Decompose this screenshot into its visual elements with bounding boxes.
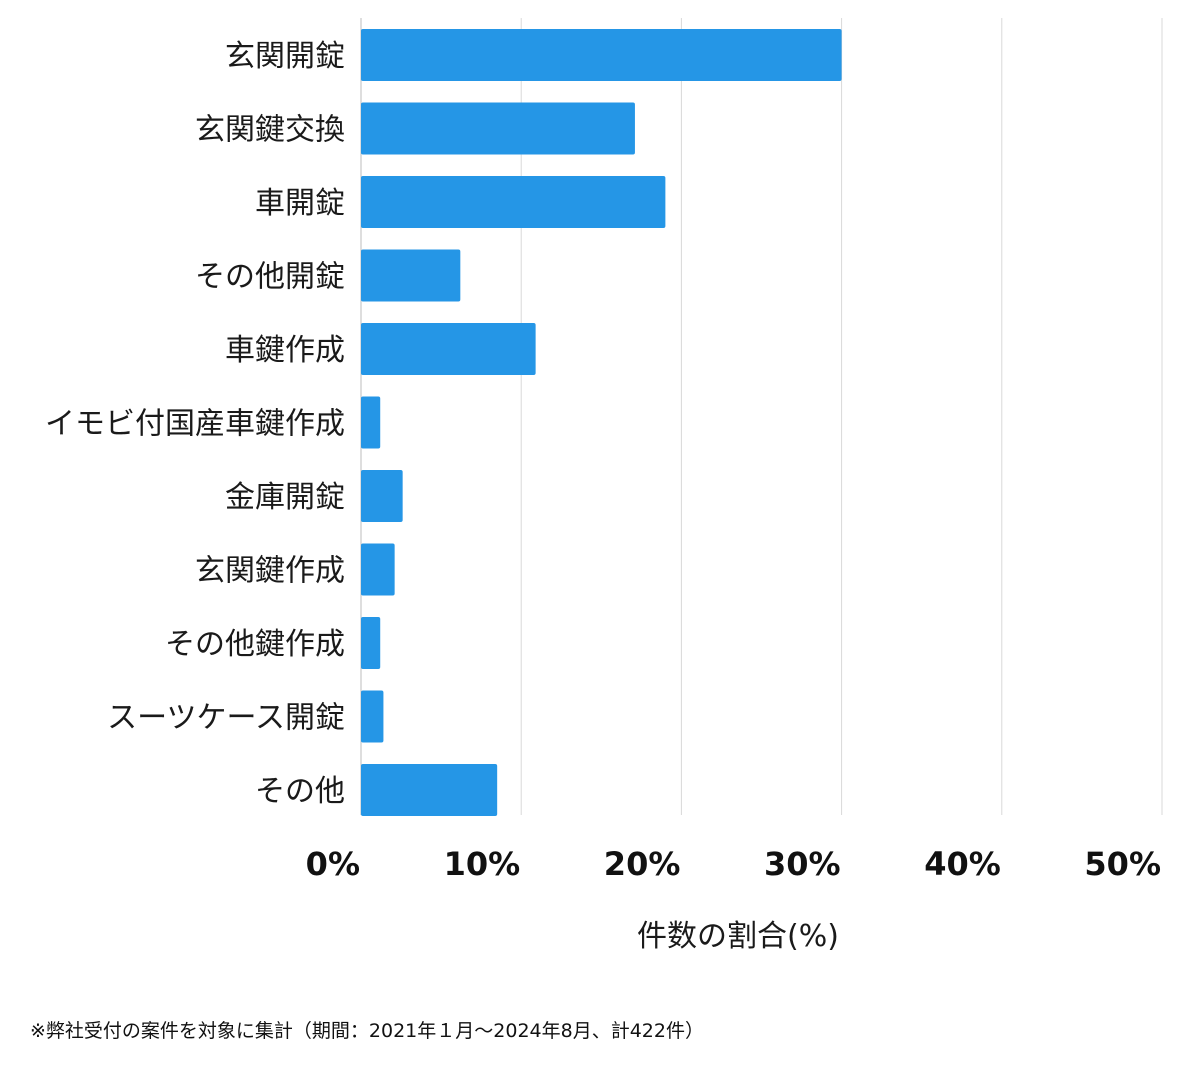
- bar: [361, 29, 842, 81]
- category-label: 玄関開錠: [225, 39, 345, 74]
- bar: [361, 470, 403, 522]
- x-tick-label: 50%: [1084, 845, 1161, 883]
- category-label: 玄関鍵交換: [195, 113, 345, 148]
- footnote: ※弊社受付の案件を対象に集計（期間：2021年１月〜2024年8月、計422件）: [30, 1020, 704, 1042]
- category-label: その他鍵作成: [165, 627, 345, 662]
- x-tick-labels: 0% 10% 20% 30% 40% 50%: [306, 845, 1161, 883]
- x-axis-title: 件数の割合(%): [637, 919, 839, 954]
- bar: [361, 102, 635, 155]
- category-label: イモビ付国産車鍵作成: [45, 407, 345, 442]
- bar: [361, 249, 461, 302]
- bar-chart: 玄関開錠玄関鍵交換車開錠その他開錠車鍵作成イモビ付国産車鍵作成金庫開錠玄関鍵作成…: [45, 18, 1163, 954]
- x-tick-label: 30%: [764, 845, 841, 883]
- category-label: 車鍵作成: [225, 333, 345, 368]
- bars: [361, 29, 842, 816]
- category-label: 玄関鍵作成: [195, 554, 345, 589]
- category-label: 車開錠: [255, 186, 345, 221]
- category-label: スーツケース開錠: [107, 701, 345, 736]
- category-labels: 玄関開錠玄関鍵交換車開錠その他開錠車鍵作成イモビ付国産車鍵作成金庫開錠玄関鍵作成…: [45, 39, 345, 809]
- category-label: 金庫開錠: [225, 480, 345, 515]
- x-tick-label: 40%: [924, 845, 1001, 883]
- bar: [361, 764, 498, 816]
- bar: [361, 176, 666, 228]
- bar: [361, 543, 395, 596]
- bar: [361, 323, 536, 375]
- x-tick-label: 0%: [306, 845, 360, 883]
- x-tick-label: 20%: [604, 845, 681, 883]
- category-label: その他開錠: [195, 260, 345, 295]
- bar: [361, 617, 381, 669]
- category-label: その他: [255, 774, 345, 809]
- x-tick-label: 10%: [444, 845, 521, 883]
- bar: [361, 396, 381, 449]
- bar: [361, 690, 384, 743]
